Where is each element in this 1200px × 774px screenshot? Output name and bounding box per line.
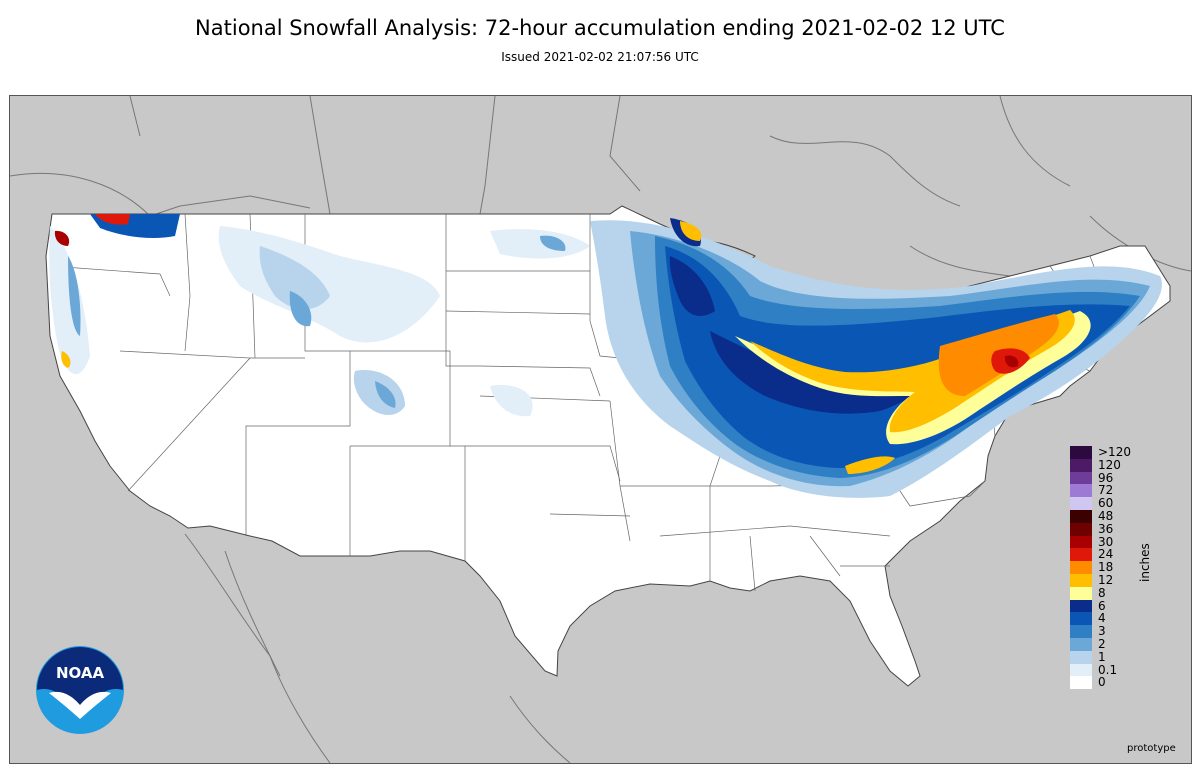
legend-label: 8 — [1098, 585, 1106, 600]
legend-row: >120 — [1070, 445, 1150, 459]
legend-swatch — [1070, 561, 1092, 574]
legend-row: 0 — [1070, 675, 1150, 690]
noaa-logo: NOAA — [35, 645, 125, 735]
legend-label: 96 — [1098, 470, 1114, 485]
legend-swatch — [1070, 548, 1092, 562]
legend-label: 60 — [1098, 496, 1114, 511]
legend-label: 4 — [1098, 611, 1106, 626]
legend-swatch — [1070, 599, 1092, 613]
snowfall-map — [9, 95, 1192, 764]
snowfall-storm — [590, 218, 1162, 498]
prototype-note: prototype — [1127, 743, 1176, 754]
snowfall-light — [49, 226, 590, 417]
legend-row: 48 — [1070, 508, 1150, 523]
legend-swatch — [1070, 446, 1092, 459]
legend-label: >120 — [1098, 445, 1131, 459]
map-canvas — [10, 96, 1191, 763]
legend-label: 12 — [1098, 572, 1114, 587]
legend-row: 30 — [1070, 534, 1150, 549]
legend-row: 24 — [1070, 547, 1150, 562]
legend-label: 30 — [1098, 534, 1114, 549]
legend-swatch — [1070, 586, 1092, 600]
legend-label: 48 — [1098, 508, 1114, 523]
issued-timestamp: Issued 2021-02-02 21:07:56 UTC — [501, 50, 699, 64]
map-title: National Snowfall Analysis: 72-hour accu… — [195, 16, 1005, 40]
legend-swatch — [1070, 650, 1092, 664]
legend-row: 96 — [1070, 470, 1150, 485]
snowfall-pnw — [54, 214, 180, 368]
legend-label: 24 — [1098, 547, 1114, 562]
legend-swatch — [1070, 676, 1092, 690]
legend-label: 72 — [1098, 483, 1114, 498]
legend-swatch — [1070, 522, 1092, 536]
legend-swatch — [1070, 535, 1092, 549]
noaa-logo-text: NOAA — [56, 664, 105, 682]
legend-row: 1 — [1070, 649, 1150, 664]
legend-swatch — [1070, 573, 1092, 587]
legend-label: 2 — [1098, 636, 1106, 651]
legend-row: 3 — [1070, 624, 1150, 639]
legend-row: 4 — [1070, 611, 1150, 626]
legend-row: 8 — [1070, 585, 1150, 600]
legend-label: 36 — [1098, 521, 1114, 536]
legend-row: 18 — [1070, 560, 1150, 575]
legend-row: 60 — [1070, 496, 1150, 511]
legend-swatch — [1070, 625, 1092, 638]
snowfall-legend: >120 120 96 72 60 48 36 30 24 18 12 8 6 4 3 2 1 0.1 0 — [1070, 445, 1150, 690]
legend-swatch — [1070, 497, 1092, 510]
legend-swatch — [1070, 663, 1092, 677]
legend-label: 3 — [1098, 624, 1106, 639]
legend-label: 120 — [1098, 457, 1121, 472]
legend-row: 0.1 — [1070, 662, 1150, 677]
legend-row: 120 — [1070, 457, 1150, 472]
legend-label: 1 — [1098, 649, 1106, 664]
legend-unit: inches — [1138, 543, 1152, 582]
legend-label: 18 — [1098, 560, 1114, 575]
legend-label: 0.1 — [1098, 662, 1118, 677]
legend-row: 6 — [1070, 598, 1150, 613]
legend-swatch — [1070, 458, 1092, 472]
legend-row: 36 — [1070, 521, 1150, 536]
legend-swatch — [1070, 484, 1092, 498]
legend-swatch — [1070, 509, 1092, 523]
legend-row: 72 — [1070, 483, 1150, 498]
legend-row: 2 — [1070, 636, 1150, 651]
legend-swatch — [1070, 637, 1092, 651]
legend-label: 6 — [1098, 598, 1106, 613]
legend-swatch — [1070, 612, 1092, 626]
mexico-boundaries — [184, 533, 571, 763]
legend-swatch — [1070, 471, 1092, 485]
noaa-logo-graphic: NOAA — [36, 646, 124, 734]
legend-label: 0 — [1098, 675, 1106, 690]
legend-row: 12 — [1070, 572, 1150, 587]
